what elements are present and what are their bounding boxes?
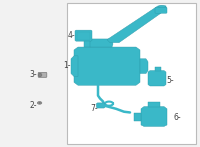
Polygon shape bbox=[107, 6, 166, 43]
Bar bbox=[67, 3, 196, 144]
Polygon shape bbox=[96, 103, 105, 108]
Polygon shape bbox=[140, 59, 148, 74]
Polygon shape bbox=[141, 107, 167, 126]
Ellipse shape bbox=[159, 5, 166, 9]
Bar bbox=[77, 32, 90, 40]
Ellipse shape bbox=[37, 102, 42, 104]
Text: 7-: 7- bbox=[90, 103, 98, 113]
Polygon shape bbox=[71, 56, 78, 76]
Text: 1-: 1- bbox=[64, 61, 71, 70]
Polygon shape bbox=[148, 102, 160, 107]
FancyBboxPatch shape bbox=[155, 7, 167, 13]
Polygon shape bbox=[155, 67, 161, 71]
Polygon shape bbox=[75, 30, 92, 41]
Ellipse shape bbox=[39, 74, 41, 76]
Polygon shape bbox=[89, 39, 113, 47]
Text: 5-: 5- bbox=[166, 76, 174, 85]
Polygon shape bbox=[84, 41, 90, 47]
Polygon shape bbox=[134, 113, 141, 121]
Ellipse shape bbox=[38, 73, 42, 77]
Polygon shape bbox=[148, 71, 166, 86]
Text: 2-: 2- bbox=[30, 101, 37, 110]
Text: 6-: 6- bbox=[173, 113, 181, 122]
Text: 4-: 4- bbox=[68, 31, 76, 40]
FancyBboxPatch shape bbox=[38, 72, 47, 77]
Text: 3-: 3- bbox=[29, 70, 37, 80]
Ellipse shape bbox=[39, 102, 41, 103]
Polygon shape bbox=[74, 47, 140, 85]
